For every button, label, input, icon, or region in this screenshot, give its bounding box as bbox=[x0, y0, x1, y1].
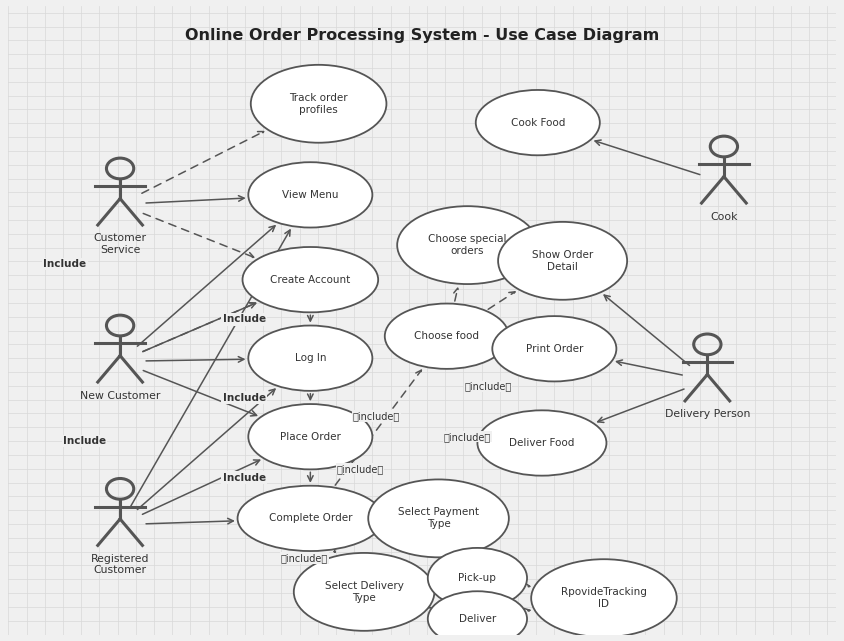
Text: View Menu: View Menu bbox=[282, 190, 338, 200]
Text: Deliver: Deliver bbox=[459, 614, 496, 624]
Text: 〈include〉: 〈include〉 bbox=[281, 553, 328, 563]
Ellipse shape bbox=[428, 591, 527, 641]
Text: Registered
Customer: Registered Customer bbox=[91, 554, 149, 576]
Text: Complete Order: Complete Order bbox=[268, 513, 352, 524]
Text: RpovideTracking
ID: RpovideTracking ID bbox=[561, 587, 647, 609]
Ellipse shape bbox=[248, 162, 372, 228]
Ellipse shape bbox=[498, 222, 627, 300]
Text: Include: Include bbox=[223, 314, 266, 324]
Ellipse shape bbox=[531, 559, 677, 637]
Ellipse shape bbox=[251, 65, 387, 143]
Text: Show Order
Detail: Show Order Detail bbox=[532, 250, 593, 272]
Text: Choose food: Choose food bbox=[414, 331, 479, 341]
Text: Track order
profiles: Track order profiles bbox=[289, 93, 348, 115]
Text: New Customer: New Customer bbox=[80, 390, 160, 401]
Text: Cook: Cook bbox=[710, 212, 738, 222]
Text: 〈include〉: 〈include〉 bbox=[444, 431, 491, 442]
Text: Place Order: Place Order bbox=[280, 431, 341, 442]
Text: Customer
Service: Customer Service bbox=[94, 233, 147, 255]
Ellipse shape bbox=[237, 486, 383, 551]
Text: Cook Food: Cook Food bbox=[511, 117, 565, 128]
Ellipse shape bbox=[368, 479, 509, 557]
Text: Select Payment
Type: Select Payment Type bbox=[398, 508, 479, 529]
Ellipse shape bbox=[476, 90, 600, 155]
Text: Choose special
orders: Choose special orders bbox=[428, 234, 506, 256]
Text: Delivery Person: Delivery Person bbox=[665, 410, 750, 419]
Text: Print Order: Print Order bbox=[526, 344, 583, 354]
Text: Include: Include bbox=[43, 259, 86, 269]
Ellipse shape bbox=[492, 316, 616, 381]
Ellipse shape bbox=[248, 326, 372, 391]
Ellipse shape bbox=[242, 247, 378, 312]
Text: 〈include〉: 〈include〉 bbox=[464, 381, 511, 392]
Ellipse shape bbox=[385, 304, 509, 369]
Text: Deliver Food: Deliver Food bbox=[509, 438, 575, 448]
Text: Include: Include bbox=[63, 436, 106, 446]
Ellipse shape bbox=[428, 548, 527, 608]
Text: Log In: Log In bbox=[295, 353, 326, 363]
Text: Online Order Processing System - Use Case Diagram: Online Order Processing System - Use Cas… bbox=[185, 28, 659, 44]
Text: Include: Include bbox=[223, 393, 266, 403]
Ellipse shape bbox=[398, 206, 538, 284]
Text: 〈include〉: 〈include〉 bbox=[353, 411, 400, 421]
Ellipse shape bbox=[294, 553, 435, 631]
Text: Include: Include bbox=[223, 472, 266, 483]
Text: 〈include〉: 〈include〉 bbox=[337, 463, 383, 474]
Ellipse shape bbox=[248, 404, 372, 469]
Ellipse shape bbox=[478, 410, 607, 476]
Text: Pick-up: Pick-up bbox=[458, 573, 496, 583]
Text: Select Delivery
Type: Select Delivery Type bbox=[325, 581, 403, 603]
Text: Create Account: Create Account bbox=[270, 274, 350, 285]
